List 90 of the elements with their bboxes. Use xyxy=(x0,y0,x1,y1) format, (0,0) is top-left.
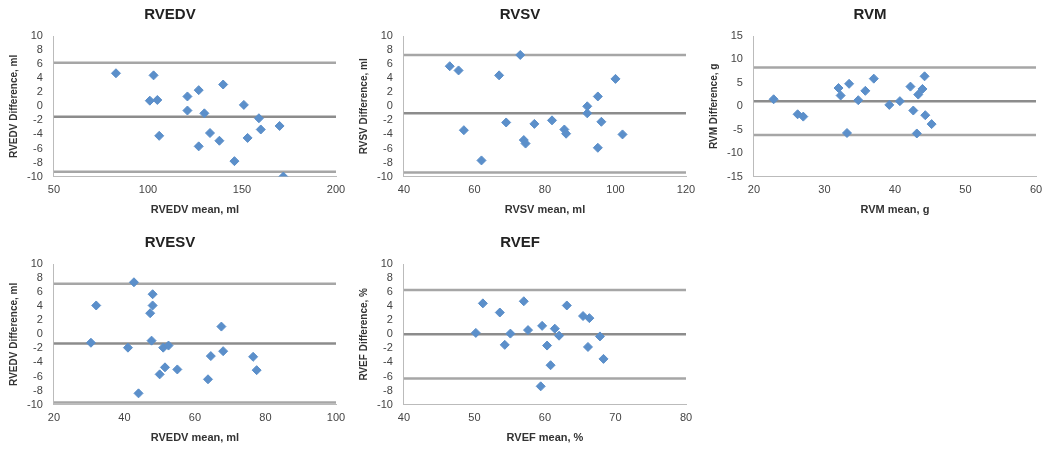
x-axis-title: RVM mean, g xyxy=(860,203,930,216)
y-tick-label: 5 xyxy=(736,75,743,88)
y-tick-label: 10 xyxy=(30,29,43,42)
y-tick-label: -15 xyxy=(726,169,743,182)
y-tick-label: 0 xyxy=(386,327,393,340)
x-axis-title: RVEDV mean, ml xyxy=(150,203,240,216)
y-tick-label: 0 xyxy=(736,99,743,112)
y-tick-label: 6 xyxy=(386,57,393,70)
y-tick-label: -10 xyxy=(726,146,743,159)
y-tick-label: -10 xyxy=(376,397,393,410)
y-tick-label: 4 xyxy=(386,71,393,84)
y-tick-label: 8 xyxy=(386,271,393,284)
y-tick-label: -10 xyxy=(26,397,43,410)
y-tick-label: -6 xyxy=(383,141,393,154)
y-tick-label: 10 xyxy=(380,29,393,42)
chart-title: RVESV xyxy=(144,233,196,251)
y-tick-label: 10 xyxy=(30,257,43,270)
y-tick-label: 0 xyxy=(36,99,43,112)
y-tick-label: -10 xyxy=(26,169,43,182)
y-tick-label: 10 xyxy=(730,52,743,65)
y-tick-label: -4 xyxy=(33,355,43,368)
y-tick-label: -5 xyxy=(733,122,743,135)
y-tick-label: -4 xyxy=(383,355,393,368)
x-tick-label: 150 xyxy=(232,183,252,196)
x-tick-label: 60 xyxy=(188,411,202,424)
y-tick-label: -8 xyxy=(33,155,43,168)
y-tick-label: -2 xyxy=(33,113,43,126)
y-tick-label: -6 xyxy=(33,369,43,382)
y-axis-title: RVEDV Difference, ml xyxy=(7,282,19,386)
y-tick-label: 8 xyxy=(36,43,43,56)
y-tick-label: -2 xyxy=(383,113,393,126)
x-tick-label: 80 xyxy=(538,183,552,196)
y-tick-label: 4 xyxy=(386,299,393,312)
x-tick-label: 100 xyxy=(138,183,158,196)
x-tick-label: 80 xyxy=(679,411,693,424)
chart-title: RVM xyxy=(853,5,887,23)
y-axis-title: RVEDV Difference, ml xyxy=(7,54,19,158)
y-tick-label: -6 xyxy=(383,369,393,382)
y-tick-label: 0 xyxy=(36,327,43,340)
y-tick-label: -2 xyxy=(383,341,393,354)
y-tick-label: 4 xyxy=(36,71,43,84)
x-tick-label: 30 xyxy=(818,183,831,196)
x-tick-label: 40 xyxy=(397,183,411,196)
x-tick-label: 80 xyxy=(259,411,272,424)
x-tick-label: 50 xyxy=(47,183,61,196)
x-tick-label: 60 xyxy=(538,411,552,424)
x-tick-label: 50 xyxy=(959,183,972,196)
y-tick-label: 6 xyxy=(386,285,393,298)
y-tick-label: 2 xyxy=(36,85,43,98)
y-tick-label: 15 xyxy=(730,29,743,42)
x-axis-title: RVEF mean, % xyxy=(506,431,584,444)
x-tick-label: 40 xyxy=(118,411,131,424)
y-tick-label: -4 xyxy=(383,127,393,140)
y-tick-label: 8 xyxy=(36,271,43,284)
x-tick-label: 70 xyxy=(609,411,622,424)
x-tick-label: 50 xyxy=(468,411,481,424)
y-tick-label: 8 xyxy=(386,43,393,56)
x-tick-label: 40 xyxy=(888,183,902,196)
y-tick-label: -8 xyxy=(383,155,393,168)
y-tick-label: 2 xyxy=(386,313,393,326)
y-tick-label: -2 xyxy=(33,341,43,354)
x-axis-title: RVEDV mean, ml xyxy=(150,431,240,444)
x-tick-label: 100 xyxy=(326,411,346,424)
y-tick-label: -8 xyxy=(33,383,43,396)
x-tick-label: 100 xyxy=(606,183,625,196)
y-tick-label: -6 xyxy=(33,141,43,154)
x-axis-title: RVSV mean, ml xyxy=(504,203,586,216)
y-axis-title: RVSV Difference, ml xyxy=(357,58,369,155)
x-tick-label: 60 xyxy=(468,183,481,196)
chart-title: RVEDV xyxy=(144,5,196,23)
chart-title: RVEF xyxy=(500,233,540,251)
y-tick-label: -10 xyxy=(376,169,393,182)
x-tick-label: 60 xyxy=(1029,183,1043,196)
y-tick-label: 0 xyxy=(386,99,393,112)
y-axis-title: RVEF Difference, % xyxy=(357,287,369,381)
x-tick-label: 20 xyxy=(747,183,761,196)
y-tick-label: 2 xyxy=(36,313,43,326)
x-tick-label: 120 xyxy=(676,183,696,196)
x-tick-label: 200 xyxy=(326,183,346,196)
y-tick-label: 6 xyxy=(36,285,43,298)
x-tick-label: 40 xyxy=(397,411,411,424)
y-tick-label: 6 xyxy=(36,57,43,70)
y-tick-label: -4 xyxy=(33,127,43,140)
y-tick-label: -8 xyxy=(383,383,393,396)
x-tick-label: 20 xyxy=(47,411,61,424)
y-tick-label: 4 xyxy=(36,299,43,312)
y-axis-title: RVM Difference, g xyxy=(707,63,719,149)
y-tick-label: 2 xyxy=(386,85,393,98)
chart-title: RVSV xyxy=(499,5,541,23)
y-tick-label: 10 xyxy=(380,257,393,270)
